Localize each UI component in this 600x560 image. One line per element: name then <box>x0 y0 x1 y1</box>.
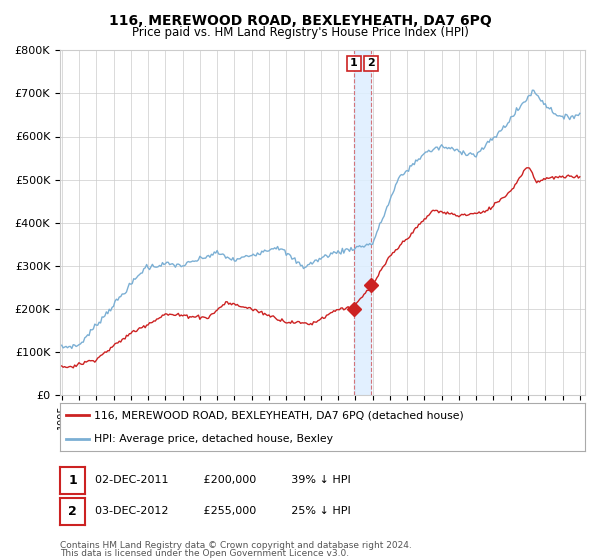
Text: 116, MEREWOOD ROAD, BEXLEYHEATH, DA7 6PQ (detached house): 116, MEREWOOD ROAD, BEXLEYHEATH, DA7 6PQ… <box>94 410 464 420</box>
Text: 2: 2 <box>68 505 77 518</box>
Text: HPI: Average price, detached house, Bexley: HPI: Average price, detached house, Bexl… <box>94 434 333 444</box>
Text: Price paid vs. HM Land Registry's House Price Index (HPI): Price paid vs. HM Land Registry's House … <box>131 26 469 39</box>
Text: 1: 1 <box>68 474 77 487</box>
Text: Contains HM Land Registry data © Crown copyright and database right 2024.: Contains HM Land Registry data © Crown c… <box>60 541 412 550</box>
Text: This data is licensed under the Open Government Licence v3.0.: This data is licensed under the Open Gov… <box>60 549 349 558</box>
Text: 03-DEC-2012          £255,000          25% ↓ HPI: 03-DEC-2012 £255,000 25% ↓ HPI <box>88 506 351 516</box>
Text: 02-DEC-2011          £200,000          39% ↓ HPI: 02-DEC-2011 £200,000 39% ↓ HPI <box>88 475 351 486</box>
Text: 116, MEREWOOD ROAD, BEXLEYHEATH, DA7 6PQ: 116, MEREWOOD ROAD, BEXLEYHEATH, DA7 6PQ <box>109 14 491 28</box>
Bar <box>354 50 371 395</box>
Text: 2: 2 <box>367 58 375 68</box>
Text: 1: 1 <box>350 58 358 68</box>
